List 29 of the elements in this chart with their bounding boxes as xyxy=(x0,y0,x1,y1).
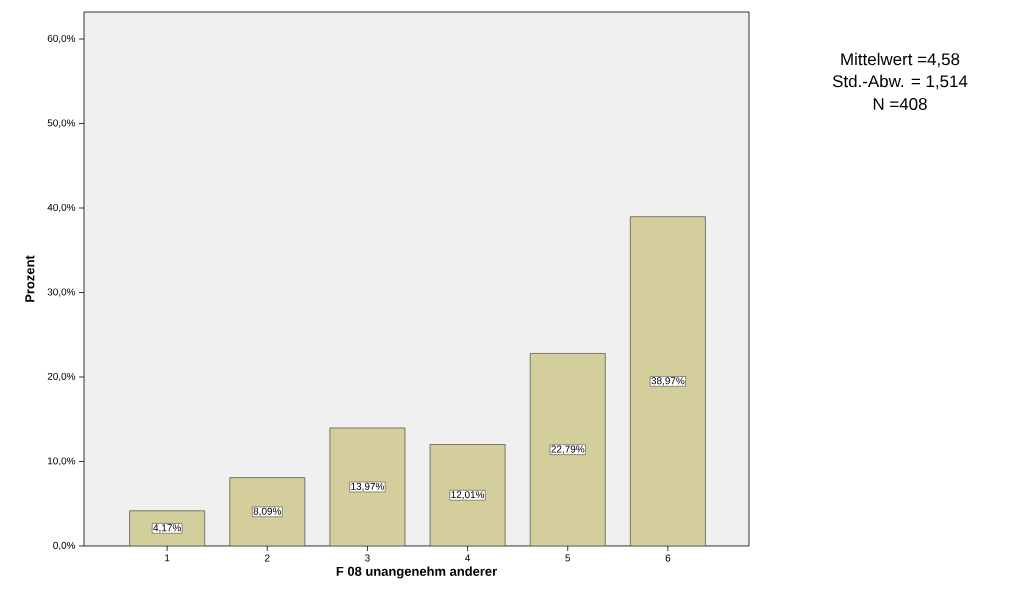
bar xyxy=(529,353,606,546)
x-tick-label: 6 xyxy=(665,554,671,562)
y-tick-label: 50,0% xyxy=(47,119,76,128)
y-axis-title: Prozent xyxy=(25,255,35,302)
y-tick-label: 10,0% xyxy=(48,457,76,466)
x-tick-label: 5 xyxy=(565,554,571,562)
x-tick-label: 2 xyxy=(265,554,270,562)
x-axis-title: F 08 unangenehm anderer xyxy=(336,566,497,579)
x-tick-label: 3 xyxy=(365,554,370,562)
y-tick-label: 0,0% xyxy=(53,541,76,551)
bar xyxy=(429,444,506,546)
data-label: 12,01% xyxy=(451,491,485,500)
data-label: 13,97% xyxy=(351,482,384,492)
x-tick-label: 4 xyxy=(465,554,471,562)
text: Mittelwert =4,58 xyxy=(841,52,960,68)
bar xyxy=(229,477,306,546)
text: Std.-Abw. = 1,514 xyxy=(832,74,968,90)
y-tick-label: 30,0% xyxy=(47,288,76,297)
data-label: 38,97% xyxy=(651,377,685,386)
x-tick-label: 1 xyxy=(165,554,170,562)
data-label: 8,09% xyxy=(253,507,282,516)
bar xyxy=(329,427,406,546)
data-label: 4,17% xyxy=(153,524,181,533)
y-tick-label: 60,0% xyxy=(47,34,76,44)
y-tick-label: 20,0% xyxy=(47,372,76,382)
bar xyxy=(630,216,706,546)
y-tick-label: 40,0% xyxy=(47,203,76,213)
text: N =408 xyxy=(873,97,927,110)
data-label: 22,79% xyxy=(551,445,585,454)
